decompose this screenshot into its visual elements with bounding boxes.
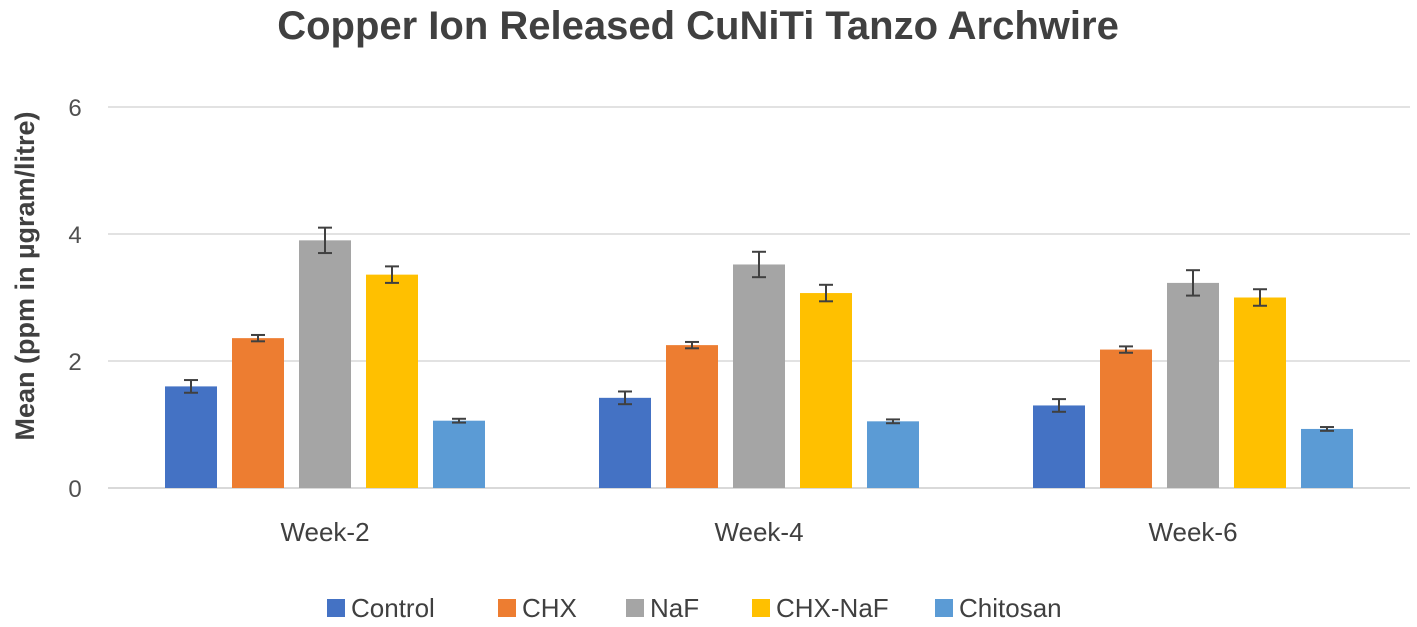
bar-control-week-6	[1033, 405, 1085, 488]
bar-control-week-2	[165, 386, 217, 488]
error-bar	[1119, 345, 1133, 354]
legend-label: Control	[351, 593, 435, 623]
legend-label: CHX-NaF	[776, 593, 889, 623]
legend-swatch	[752, 599, 770, 617]
error-bar	[752, 250, 766, 279]
error-bar	[1186, 269, 1200, 297]
bar-naf-week-2	[299, 240, 351, 488]
bar-chitosan-week-6	[1301, 428, 1353, 488]
x-category-label: Week-2	[280, 517, 369, 547]
x-category-label: Week-4	[714, 517, 803, 547]
legend-item-naf: NaF	[626, 593, 699, 623]
legend-label: Chitosan	[959, 593, 1062, 623]
legend-swatch	[327, 599, 345, 617]
error-bar	[385, 265, 399, 284]
bars	[165, 240, 1353, 488]
legend-item-control: Control	[327, 593, 435, 623]
y-tick-label: 6	[68, 95, 81, 122]
error-bar	[318, 226, 332, 255]
y-tick-label: 4	[68, 222, 81, 249]
legend-item-chitosan: Chitosan	[935, 593, 1062, 623]
legend-label: NaF	[650, 593, 699, 623]
bar-chitosan-week-2	[433, 420, 485, 488]
error-bar	[1052, 398, 1066, 413]
legend-item-chx-naf: CHX-NaF	[752, 593, 889, 623]
bar-chx-week-4	[666, 345, 718, 488]
error-bars	[184, 226, 1334, 432]
y-tick-label: 2	[68, 349, 81, 376]
legend-item-chx: CHX	[498, 593, 577, 623]
bar-chitosan-week-4	[867, 421, 919, 488]
legend-swatch	[626, 599, 644, 617]
error-bar	[452, 417, 466, 424]
y-axis-ticks: 0 2 4 6	[68, 95, 81, 503]
chart-title: Copper Ion Released CuNiTi Tanzo Archwir…	[277, 4, 1119, 48]
error-bar	[819, 283, 833, 303]
error-bar	[685, 340, 699, 350]
legend: Control CHX NaF CHX-NaF Chitosan	[327, 593, 1062, 623]
bar-chx-naf-week-4	[800, 293, 852, 488]
error-bar	[184, 379, 198, 394]
x-category-label: Week-6	[1148, 517, 1237, 547]
legend-swatch	[935, 599, 953, 617]
y-axis-label: Mean (ppm in µgram/litre)	[10, 111, 40, 440]
legend-swatch	[498, 599, 516, 617]
error-bar	[1320, 426, 1334, 432]
error-bar	[618, 390, 632, 406]
bar-chx-week-2	[232, 338, 284, 488]
y-tick-label: 0	[68, 476, 81, 503]
bar-chx-week-6	[1100, 349, 1152, 488]
error-bar	[251, 333, 265, 343]
bar-control-week-4	[599, 397, 651, 488]
legend-label: CHX	[522, 593, 577, 623]
bar-chx-naf-week-2	[366, 274, 418, 488]
error-bar	[1253, 288, 1267, 307]
error-bar	[886, 418, 900, 425]
bar-naf-week-6	[1167, 282, 1219, 488]
bar-chx-naf-week-6	[1234, 297, 1286, 488]
bar-naf-week-4	[733, 264, 785, 488]
x-axis-categories: Week-2 Week-4 Week-6	[280, 517, 1237, 547]
